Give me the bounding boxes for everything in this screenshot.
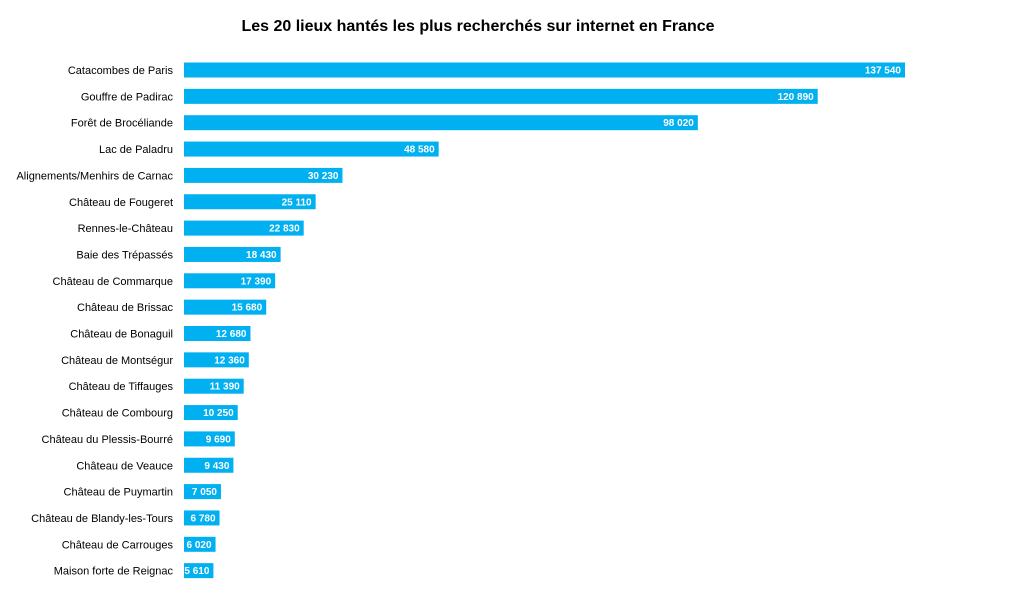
category-label: Château de Bonaguil (70, 329, 173, 341)
value-label: 5 610 (184, 566, 209, 577)
bar (184, 484, 221, 500)
bar (184, 431, 235, 447)
bar-group: Château de Bonaguil 12 680 (70, 326, 251, 341)
category-label: Gouffre de Padirac (81, 91, 174, 103)
bar (184, 62, 905, 78)
category-label: Lac de Paladru (99, 144, 173, 156)
bar-group: Château de Commarque 17 390 (53, 273, 276, 289)
category-label: Château de Tiffauges (69, 381, 174, 393)
bar-group: Gouffre de Padirac 120 890 (81, 88, 818, 104)
bar-group: Château de Combourg 10 250 (62, 405, 238, 421)
value-label: 12 680 (216, 329, 247, 340)
category-label: Maison forte de Reignac (54, 566, 174, 578)
bar (184, 194, 316, 210)
value-label: 30 230 (308, 171, 339, 182)
bar (184, 536, 216, 552)
bar-group: Château de Puymartin 7 050 (64, 484, 221, 500)
category-label: Château de Blandy-les-Tours (31, 513, 173, 525)
value-label: 22 830 (269, 224, 300, 235)
bar (184, 220, 304, 236)
category-label: Château de Commarque (53, 276, 173, 288)
category-label: Château de Combourg (62, 408, 173, 420)
bar-group: Alignements/Menhirs de Carnac 30 230 (16, 167, 343, 183)
bar-group: Lac de Paladru 48 580 (99, 141, 439, 157)
category-label: Château de Puymartin (64, 487, 173, 499)
category-label: Château de Fougeret (69, 197, 173, 209)
bar (184, 352, 249, 368)
bar-group: Baie des Trépassés 18 430 (76, 246, 281, 262)
value-label: 9 430 (204, 461, 229, 472)
bar (184, 510, 220, 526)
category-label: Rennes-le-Château (78, 223, 173, 235)
bar-group: Maison forte de Reignac 5 610 (54, 563, 214, 579)
bar (184, 563, 214, 579)
bar (184, 326, 251, 341)
bar (184, 141, 439, 157)
value-label: 7 050 (192, 487, 217, 498)
bar (184, 115, 698, 131)
bar (184, 246, 281, 262)
bar (184, 457, 234, 473)
value-label: 48 580 (404, 145, 435, 156)
bar (184, 88, 818, 104)
bar (184, 273, 276, 289)
value-label: 12 360 (214, 355, 245, 366)
value-label: 98 020 (663, 118, 694, 129)
bar-group: Château de Fougeret 25 110 (69, 194, 316, 210)
category-label: Alignements/Menhirs de Carnac (16, 170, 173, 182)
value-label: 120 890 (778, 92, 815, 103)
bar (184, 167, 343, 183)
bar-group: Rennes-le-Château 22 830 (78, 220, 304, 236)
value-label: 25 110 (282, 197, 312, 208)
category-label: Forêt de Brocéliande (71, 118, 173, 130)
bar-group: Forêt de Brocéliande 98 020 (71, 115, 698, 131)
category-label: Château de Montségur (61, 355, 173, 367)
bar-group: Château de Montségur 12 360 (61, 352, 249, 368)
value-label: 10 250 (203, 408, 234, 419)
bar-group: Château du Plessis-Bourré 9 690 (42, 431, 235, 447)
bar-group: Château de Carrouges 6 020 (62, 536, 216, 552)
value-label: 137 540 (865, 66, 902, 77)
chart-title: Les 20 lieux hantés les plus recherchés … (241, 18, 715, 35)
category-label: Château de Brissac (77, 302, 173, 314)
bar-group: Catacombes de Paris 137 540 (68, 62, 905, 78)
bar-group: Château de Blandy-les-Tours 6 780 (31, 510, 220, 526)
bar (184, 405, 238, 421)
value-label: 18 430 (246, 250, 277, 261)
value-label: 9 690 (206, 434, 231, 445)
bar-group: Château de Brissac 15 680 (77, 299, 267, 315)
value-label: 15 680 (232, 303, 263, 314)
category-label: Baie des Trépassés (76, 249, 173, 261)
bar-group: Château de Veauce 9 430 (76, 457, 234, 473)
bar-group: Château de Tiffauges 11 390 (69, 378, 244, 394)
value-label: 6 780 (191, 513, 216, 524)
category-label: Château de Veauce (76, 460, 173, 472)
value-label: 6 020 (187, 540, 212, 551)
value-label: 17 390 (241, 276, 272, 287)
bar (184, 299, 267, 315)
category-label: Château du Plessis-Bourré (42, 434, 173, 446)
category-label: Château de Carrouges (62, 539, 174, 551)
value-label: 11 390 (210, 382, 240, 393)
bars-layer: Catacombes de Paris 137 540 Gouffre de Pad… (16, 62, 905, 579)
category-label: Catacombes de Paris (68, 65, 174, 77)
bar (184, 378, 244, 394)
